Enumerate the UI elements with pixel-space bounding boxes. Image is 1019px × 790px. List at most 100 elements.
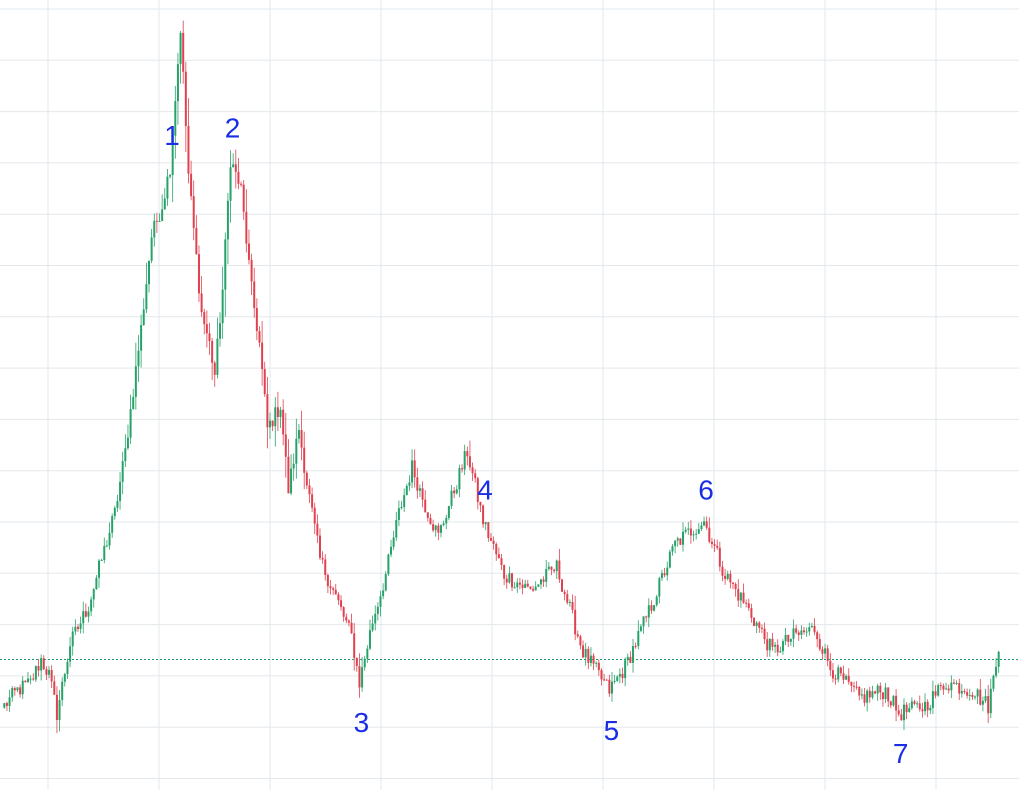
candle-body-down <box>742 592 745 603</box>
candle-body-down <box>355 658 358 667</box>
candle-body-down <box>863 694 866 703</box>
candle-body-down <box>471 467 474 474</box>
candle-body-up <box>824 648 827 654</box>
candle-body-up <box>697 529 700 534</box>
candle-body-up <box>568 602 571 604</box>
candle-body-up <box>126 437 129 449</box>
candle-body-down <box>76 626 79 629</box>
candle-body-up <box>368 630 371 649</box>
candle-body-up <box>226 200 229 240</box>
candle-body-up <box>837 667 840 680</box>
candle-body-down <box>487 522 490 538</box>
candle-body-up <box>400 507 403 509</box>
candle-body-down <box>532 588 535 591</box>
candle-body-up <box>916 703 919 705</box>
candle-body-down <box>353 633 356 659</box>
candle-body-down <box>550 566 553 570</box>
candle-body-up <box>134 366 137 397</box>
candle-body-up <box>626 656 629 661</box>
candle-body-down <box>731 582 734 585</box>
candle-body-up <box>366 648 369 659</box>
candle-body-up <box>79 623 82 629</box>
candle-body-up <box>755 622 758 626</box>
candle-body-up <box>674 540 677 547</box>
candle-body-down <box>952 682 955 684</box>
candle-body-up <box>768 638 771 651</box>
candle-body-down <box>689 528 692 536</box>
candle-body-up <box>361 667 364 688</box>
candle-body-down <box>42 658 45 670</box>
candle-body-down <box>489 537 492 541</box>
candle-body-up <box>11 688 14 698</box>
candle-body-up <box>121 461 124 482</box>
candle-body-up <box>279 409 282 418</box>
candle-body-up <box>910 701 913 709</box>
candle-body-up <box>390 546 393 555</box>
candle-body-up <box>610 681 613 694</box>
candle-body-up <box>16 687 19 691</box>
candle-body-up <box>376 606 379 614</box>
candle-body-down <box>437 525 440 533</box>
candle-body-down <box>889 701 892 706</box>
candle-body-down <box>261 342 264 370</box>
candle-body-down <box>334 589 337 595</box>
candle-body-down <box>305 472 308 486</box>
candle-body-down <box>760 627 763 629</box>
candle-body-up <box>632 646 635 663</box>
candle-body-down <box>340 600 343 608</box>
candle-body-down <box>184 71 187 126</box>
candle-body-down <box>621 673 624 679</box>
candle-body-down <box>926 701 929 711</box>
candle-body-up <box>442 523 445 526</box>
swing-point-labels: 1 2 3 4 5 6 7 <box>164 112 908 769</box>
candle-body-down <box>19 687 22 695</box>
candle-body-down <box>526 583 529 587</box>
candle-body-up <box>95 577 98 590</box>
candle-body-up <box>647 605 650 618</box>
candle-body-up <box>684 529 687 532</box>
candle-body-up <box>392 537 395 547</box>
candle-body-up <box>676 538 679 541</box>
candle-body-down <box>50 670 53 682</box>
candle-body-down <box>32 678 35 680</box>
candle-body-down <box>200 293 203 313</box>
candle-body-down <box>729 573 732 583</box>
swing-point-label: 2 <box>225 112 241 143</box>
candle-body-down <box>461 468 464 470</box>
candle-body-down <box>716 545 719 548</box>
candle-body-up <box>937 685 940 696</box>
candle-body-down <box>947 688 950 691</box>
candle-body-up <box>981 700 984 705</box>
candle-body-up <box>450 490 453 506</box>
candle-body-down <box>311 494 314 508</box>
candle-body-down <box>495 543 498 555</box>
candle-body-up <box>69 646 72 662</box>
candle-body-up <box>179 32 182 65</box>
candle-body-down <box>497 554 500 559</box>
candle-body-up <box>82 611 85 624</box>
candle-body-up <box>145 284 148 310</box>
candle-body-down <box>797 632 800 635</box>
candle-body-up <box>805 631 808 633</box>
candle-body-up <box>405 485 408 496</box>
candle-body-down <box>308 485 311 495</box>
candle-body-up <box>463 451 466 470</box>
candle-body-up <box>87 611 90 617</box>
candle-body-up <box>382 590 385 597</box>
candle-body-up <box>808 627 811 632</box>
candle-body-up <box>269 420 272 428</box>
candle-body-up <box>513 587 516 589</box>
candle-body-down <box>582 645 585 658</box>
candle-body-down <box>205 324 208 334</box>
candle-body-down <box>745 602 748 604</box>
candle-body-down <box>234 164 237 172</box>
candle-body-down <box>958 682 961 694</box>
candle-body-up <box>739 592 742 601</box>
candle-body-up <box>976 689 979 697</box>
candle-body-up <box>871 691 874 698</box>
candle-body-down <box>53 681 56 695</box>
candle-body-down <box>282 409 285 435</box>
candle-body-up <box>545 569 548 582</box>
candle-body-up <box>34 666 37 680</box>
